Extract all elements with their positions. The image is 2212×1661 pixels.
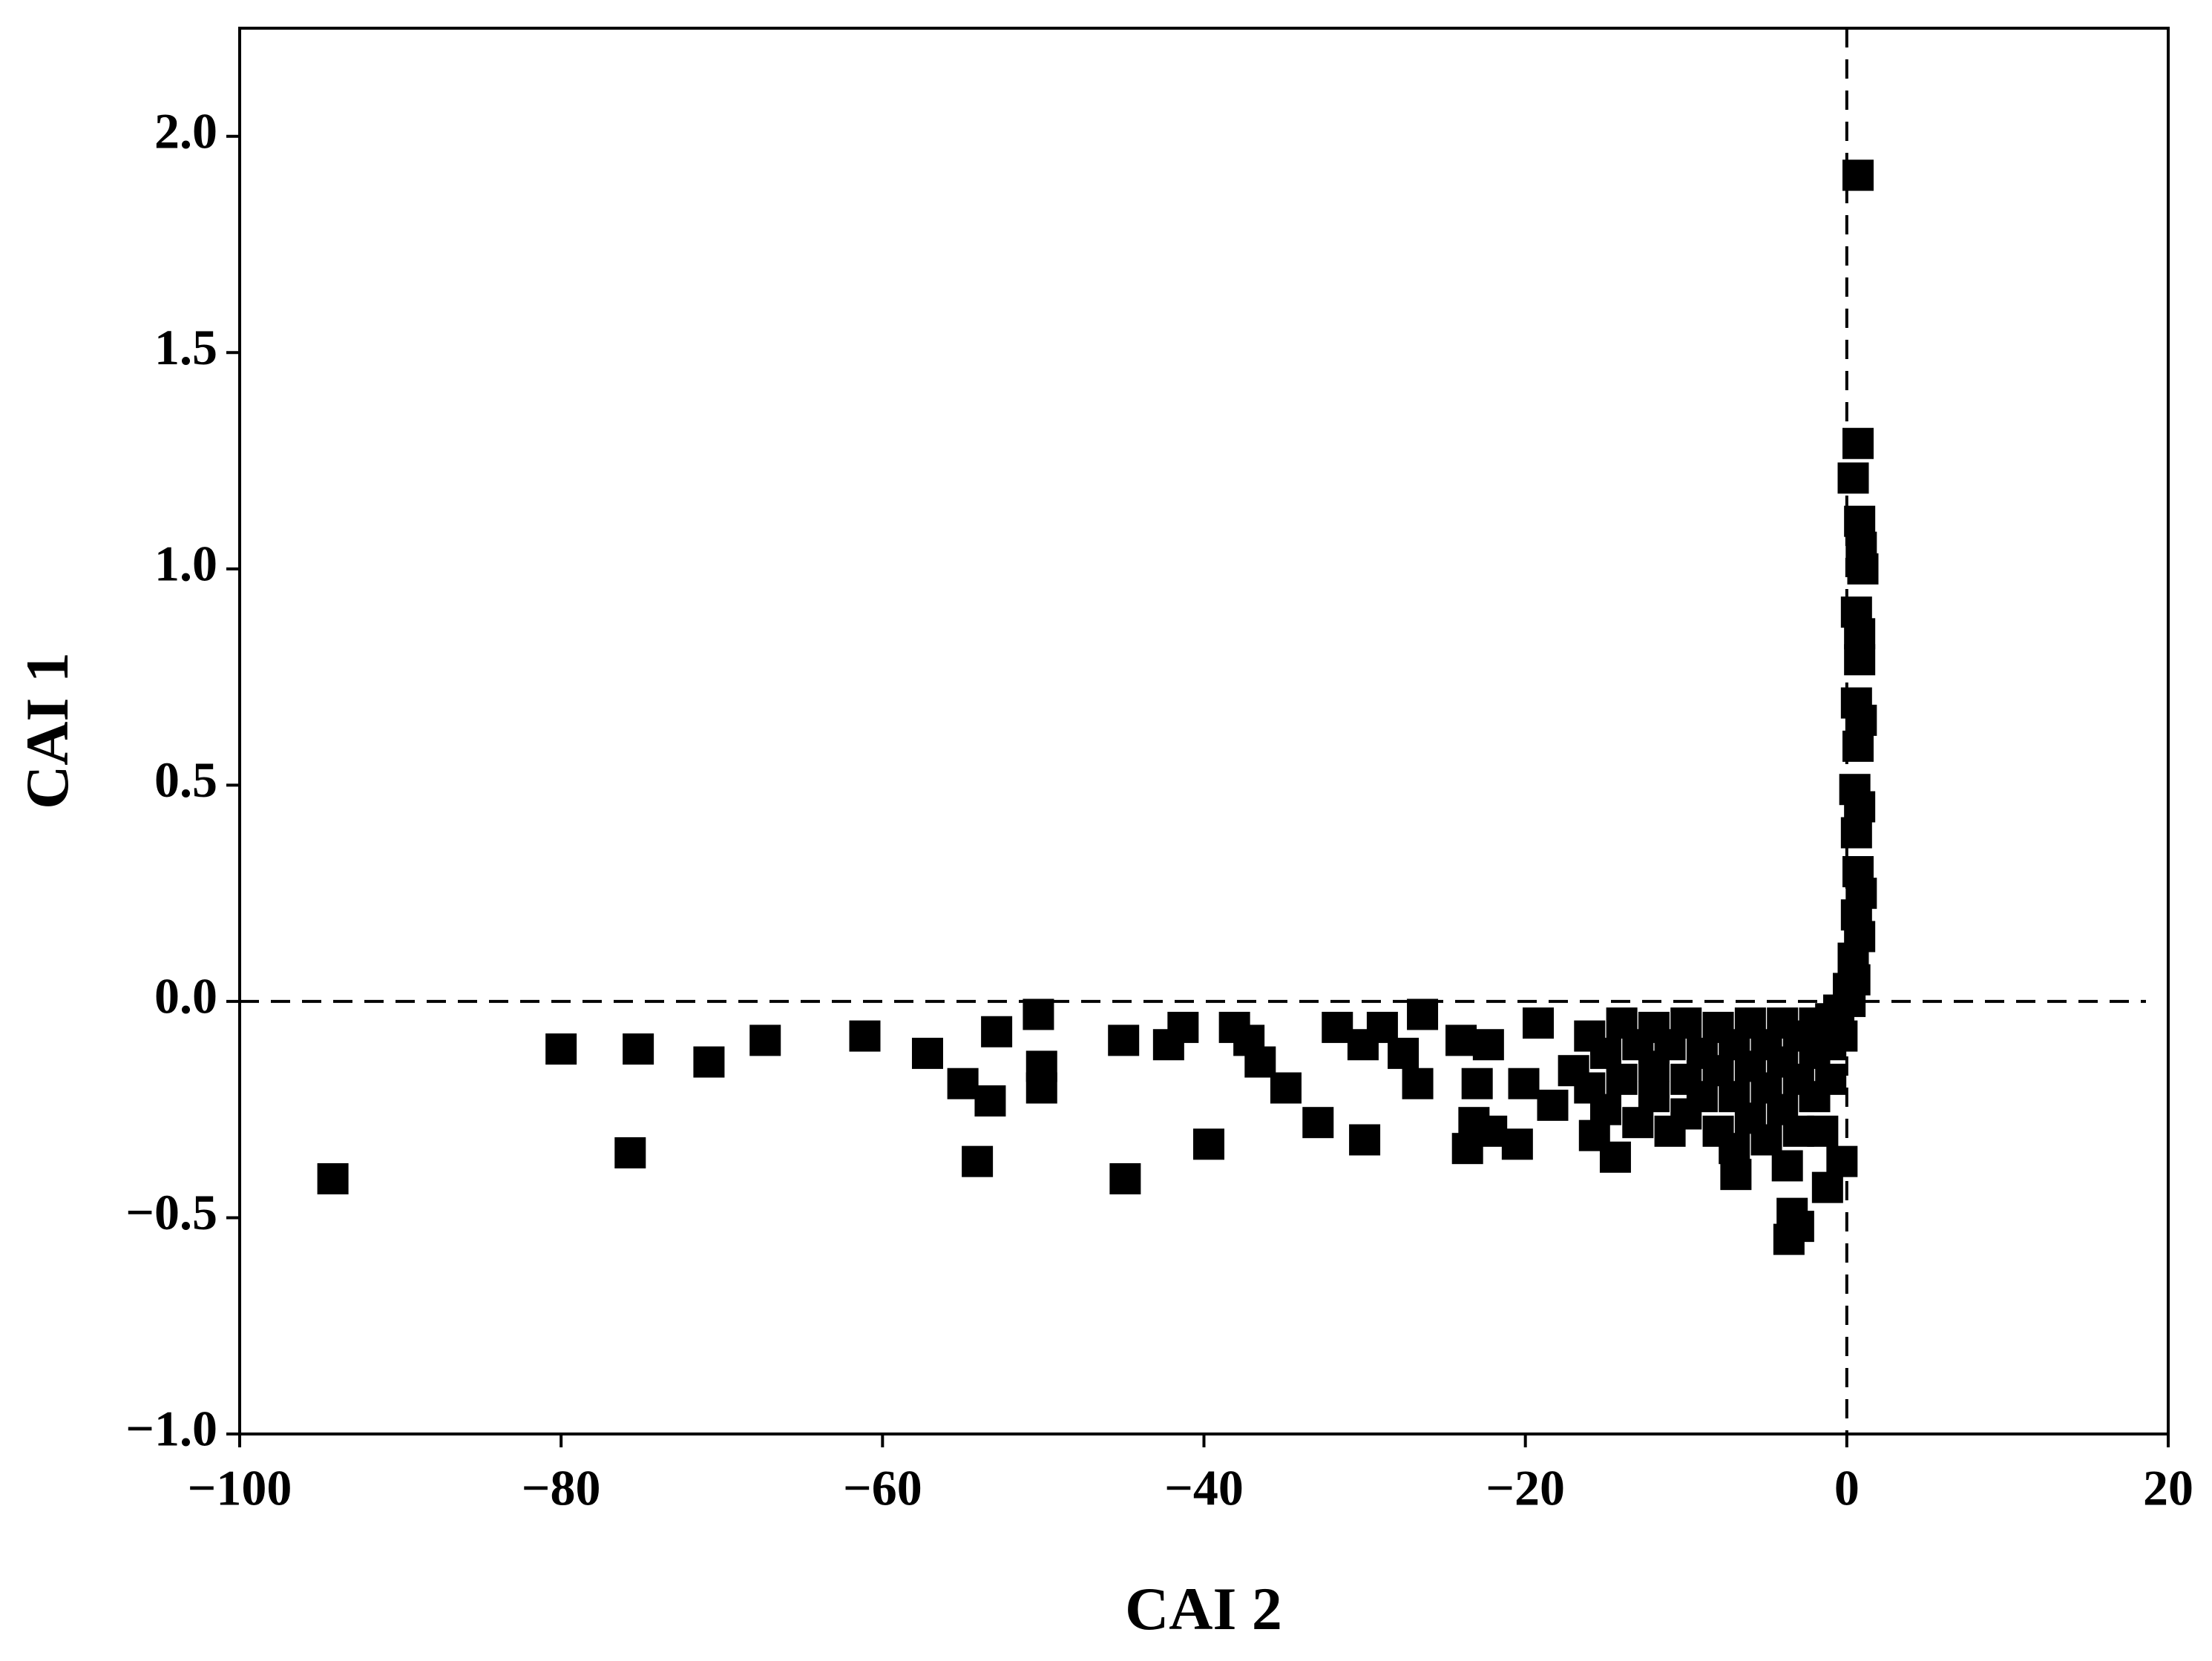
point [1537, 1089, 1569, 1121]
point [1845, 704, 1877, 736]
point [911, 1037, 943, 1069]
y-tick-label: 1.5 [154, 319, 217, 375]
x-tick-label: 0 [1834, 1460, 1860, 1516]
x-tick-label: −60 [843, 1460, 922, 1516]
point [1402, 1068, 1434, 1099]
point [1167, 1011, 1199, 1043]
point [1599, 1141, 1631, 1173]
point [693, 1046, 725, 1078]
y-tick-label: −1.0 [125, 1401, 217, 1457]
point [1023, 999, 1054, 1030]
x-tick-label: 20 [2143, 1460, 2193, 1516]
y-tick-label: −0.5 [125, 1184, 217, 1240]
point [1025, 1072, 1057, 1104]
x-tick-label: −80 [522, 1460, 601, 1516]
point [1844, 618, 1876, 650]
y-tick-label: 0.5 [154, 751, 217, 808]
x-tick-label: −100 [188, 1460, 292, 1516]
point [1589, 1093, 1621, 1125]
point [1461, 1068, 1493, 1099]
point [849, 1020, 881, 1052]
y-tick-label: 0.0 [154, 968, 217, 1024]
point [614, 1137, 646, 1168]
point [1192, 1128, 1224, 1160]
point [1349, 1124, 1381, 1156]
point [1501, 1128, 1533, 1160]
point [1842, 427, 1874, 459]
point [545, 1033, 577, 1065]
point [981, 1016, 1013, 1047]
point [962, 1145, 994, 1177]
point [1750, 1124, 1782, 1156]
y-tick-label: 1.0 [154, 535, 217, 591]
point [1842, 159, 1874, 191]
point [1302, 1107, 1334, 1139]
point [1109, 1162, 1141, 1194]
point [1839, 964, 1871, 996]
point [947, 1068, 979, 1099]
point [1108, 1024, 1140, 1056]
point [1815, 1063, 1847, 1095]
point [1845, 878, 1877, 910]
point [1670, 1007, 1702, 1039]
point [1807, 1115, 1839, 1147]
point [1606, 1063, 1638, 1095]
point [1845, 531, 1877, 563]
point [974, 1085, 1006, 1117]
x-tick-label: −40 [1164, 1460, 1244, 1516]
point [1826, 1145, 1858, 1177]
point [317, 1162, 349, 1194]
plot-frame [238, 27, 2170, 1435]
point [1522, 1007, 1554, 1039]
point [1445, 1024, 1477, 1056]
point [1508, 1068, 1540, 1099]
x-tick-label: −20 [1486, 1460, 1565, 1516]
point [749, 1024, 781, 1056]
x-axis-title: CAI 2 [1125, 1575, 1282, 1642]
point [1270, 1072, 1302, 1104]
point [623, 1033, 654, 1065]
point [1844, 791, 1876, 823]
point [1388, 1037, 1420, 1069]
point [1407, 999, 1439, 1030]
point [1719, 1133, 1750, 1165]
y-axis-title: CAI 1 [13, 652, 81, 809]
point [1782, 1211, 1814, 1243]
point [1844, 921, 1876, 953]
point [1638, 1081, 1670, 1113]
y-tick-label: 2.0 [154, 102, 217, 159]
point [1826, 1020, 1858, 1052]
point [1837, 462, 1869, 494]
point [1472, 1029, 1504, 1061]
